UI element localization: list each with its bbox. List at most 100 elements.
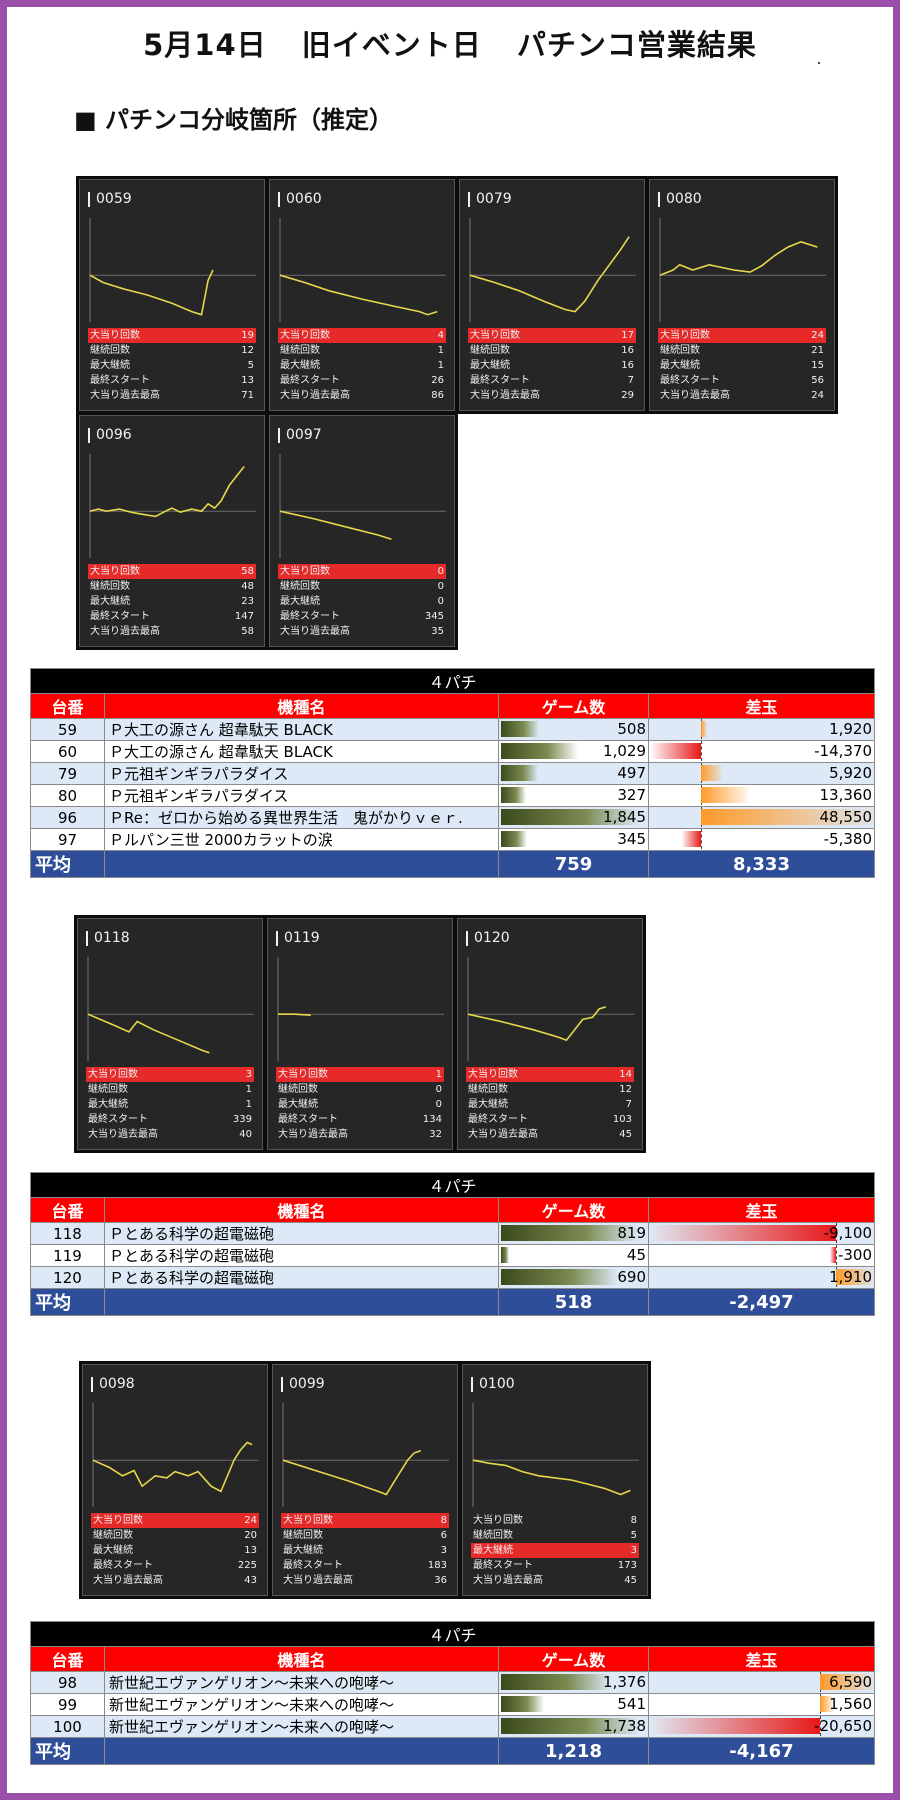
stat-value: 12 (619, 1084, 632, 1095)
stat-label: 最大継続 (468, 1099, 508, 1110)
stat-label: 大当り過去最高 (88, 1129, 158, 1140)
stat-row: 継続回数 1 (278, 343, 446, 358)
machine-panel[interactable]: 0097 大当り回数 0 継続回数 0 最大継続 0 最終スタート 345 大当り過去最高 35 (269, 415, 455, 647)
average-diff: 8,333 (647, 850, 876, 878)
stat-label: 最終スタート (90, 611, 150, 622)
panel-stats: 大当り回数 17 継続回数 16 最大継続 16 最終スタート 7 大当り過去最高 29 (468, 328, 636, 403)
stat-value: 20 (244, 1530, 257, 1541)
diff-value: 13,360 (819, 786, 873, 804)
table-caption-row: ４パチ (29, 1172, 876, 1198)
stat-value: 45 (619, 1129, 632, 1140)
stat-value: 5 (630, 1530, 637, 1541)
games-bar (501, 1247, 509, 1263)
stat-value: 26 (431, 375, 444, 386)
diff-value: -300 (837, 1246, 873, 1264)
table-row: 118 Ｐとある科学の超電磁砲 819 -9,100 (30, 1222, 876, 1245)
stat-row: 継続回数 20 (91, 1528, 259, 1543)
diff-bar (820, 1674, 873, 1690)
column-header: 差玉 (647, 1197, 876, 1223)
column-header: 台番 (30, 1197, 105, 1223)
stat-value: 17 (621, 330, 634, 341)
stat-row: 最大継続 1 (278, 358, 446, 373)
graph-line (87, 1013, 210, 1054)
result-table: ４パチ 台番 機種名 ゲーム数 差玉 118 Ｐとある科学の超電磁砲 819 -9,100 119… (29, 1172, 876, 1316)
games-bar (501, 1696, 545, 1712)
average-spacer (104, 1737, 499, 1765)
cell-machine-name: Ｐ大工の源さん 超韋駄天 BLACK (104, 718, 499, 741)
machine-panel[interactable]: 0120 大当り回数 14 継続回数 12 最大継続 7 最終スタート 103 大当り過去最高 45 (457, 918, 643, 1150)
games-value: 819 (617, 1224, 646, 1242)
column-header: 差玉 (647, 1646, 876, 1672)
machine-panel[interactable]: 0099 大当り回数 8 継続回数 6 最大継続 3 最終スタート 183 大当り過去最高 36 (272, 1364, 458, 1596)
machine-panel[interactable]: 0118 大当り回数 3 継続回数 1 最大継続 1 最終スタート 339 大当り過去最高 40 (77, 918, 263, 1150)
stat-value: 45 (624, 1575, 637, 1586)
stat-value: 0 (435, 1084, 442, 1095)
machine-panel[interactable]: 0119 大当り回数 1 継続回数 0 最大継続 0 最終スタート 134 大当り過去最高 32 (267, 918, 453, 1150)
cell-diff: 6,590 (647, 1671, 876, 1694)
stat-value: 12 (241, 345, 254, 356)
stat-value: 8 (630, 1515, 637, 1526)
stat-label: 最終スタート (93, 1560, 153, 1571)
panel-machine-id: 0118 (86, 931, 130, 946)
panel-machine-id: 0097 (278, 428, 322, 443)
stat-row: 大当り回数 19 (88, 328, 256, 343)
average-label: 平均 (30, 1737, 105, 1765)
stat-value: 32 (429, 1129, 442, 1140)
panel-stats: 大当り回数 8 継続回数 5 最大継続 3 最終スタート 173 大当り過去最高 45 (471, 1513, 639, 1588)
cell-machine-name: Ｐ大工の源さん 超韋駄天 BLACK (104, 740, 499, 763)
diff-zero-line (700, 741, 702, 761)
stat-label: 継続回数 (280, 345, 320, 356)
machine-panel[interactable]: 0080 大当り回数 24 継続回数 21 最大継続 15 最終スタート 56 大当り過去最高 24 (649, 179, 835, 411)
machine-panel[interactable]: 0060 大当り回数 4 継続回数 1 最大継続 1 最終スタート 26 大当り過去最高 86 (269, 179, 455, 411)
table-average-row: 平均 518 -2,497 (30, 1288, 876, 1316)
panel-machine-id: 0060 (278, 192, 322, 207)
cell-diff: 48,550 (647, 806, 876, 829)
stat-row: 最大継続 3 (471, 1543, 639, 1558)
graph-line (467, 1006, 607, 1042)
diff-bar (700, 787, 749, 803)
graph-line (279, 510, 392, 541)
games-value: 1,845 (603, 808, 646, 826)
diff-value: -9,100 (823, 1224, 873, 1242)
games-bar (501, 743, 579, 759)
stat-value: 86 (431, 390, 444, 401)
stat-value: 5 (247, 360, 254, 371)
slump-graph (467, 957, 634, 1061)
diff-bar (835, 1269, 873, 1285)
stat-label: 最終スタート (280, 375, 340, 386)
column-header: 機種名 (104, 1646, 499, 1672)
games-value: 345 (617, 830, 646, 848)
stat-row: 継続回数 12 (88, 343, 256, 358)
stat-value: 1 (435, 1069, 442, 1080)
stat-row: 大当り過去最高 29 (468, 388, 636, 403)
stat-value: 40 (239, 1129, 252, 1140)
diff-bar (700, 809, 873, 825)
table-row: 60 Ｐ大工の源さん 超韋駄天 BLACK 1,029 -14,370 (30, 740, 876, 763)
panel-machine-id: 0059 (88, 192, 132, 207)
stat-label: 大当り回数 (88, 1069, 138, 1080)
graph-line (92, 1441, 253, 1493)
stat-label: 継続回数 (468, 1084, 508, 1095)
table-header-row: 台番 機種名 ゲーム数 差玉 (30, 1646, 876, 1672)
machine-panel[interactable]: 0059 大当り回数 19 継続回数 12 最大継続 5 最終スタート 13 大当り過去最高 71 (79, 179, 265, 411)
stat-row: 大当り過去最高 86 (278, 388, 446, 403)
diff-value: -5,380 (823, 830, 873, 848)
stat-label: 最大継続 (280, 360, 320, 371)
diff-bar (651, 1718, 821, 1734)
machine-panel[interactable]: 0096 大当り回数 58 継続回数 48 最大継続 23 最終スタート 147 大当り過去最高 5… (79, 415, 265, 647)
diff-zero-line (820, 1716, 822, 1736)
stat-row: 大当り過去最高 45 (471, 1573, 639, 1588)
cell-machine-number: 80 (30, 784, 105, 807)
table-row: 79 Ｐ元祖ギンギラパラダイス 497 5,920 (30, 762, 876, 785)
machine-panel[interactable]: 0098 大当り回数 24 継続回数 20 最大継続 13 最終スタート 225 大当り過去最高 4… (82, 1364, 268, 1596)
cell-machine-number: 120 (30, 1266, 105, 1289)
table-row: 99 新世紀エヴァンゲリオン～未来への咆哮～ 541 1,560 (30, 1693, 876, 1716)
machine-panel[interactable]: 0100 大当り回数 8 継続回数 5 最大継続 3 最終スタート 173 大当り過去最高 45 (462, 1364, 648, 1596)
stat-label: 最終スタート (278, 1114, 338, 1125)
stat-label: 継続回数 (90, 581, 130, 592)
machine-panel[interactable]: 0079 大当り回数 17 継続回数 16 最大継続 16 最終スタート 7 大当り過去最高 29 (459, 179, 645, 411)
stat-label: 最終スタート (473, 1560, 533, 1571)
stat-label: 継続回数 (93, 1530, 133, 1541)
slump-graph (282, 1403, 449, 1507)
stat-row: 最大継続 13 (91, 1543, 259, 1558)
